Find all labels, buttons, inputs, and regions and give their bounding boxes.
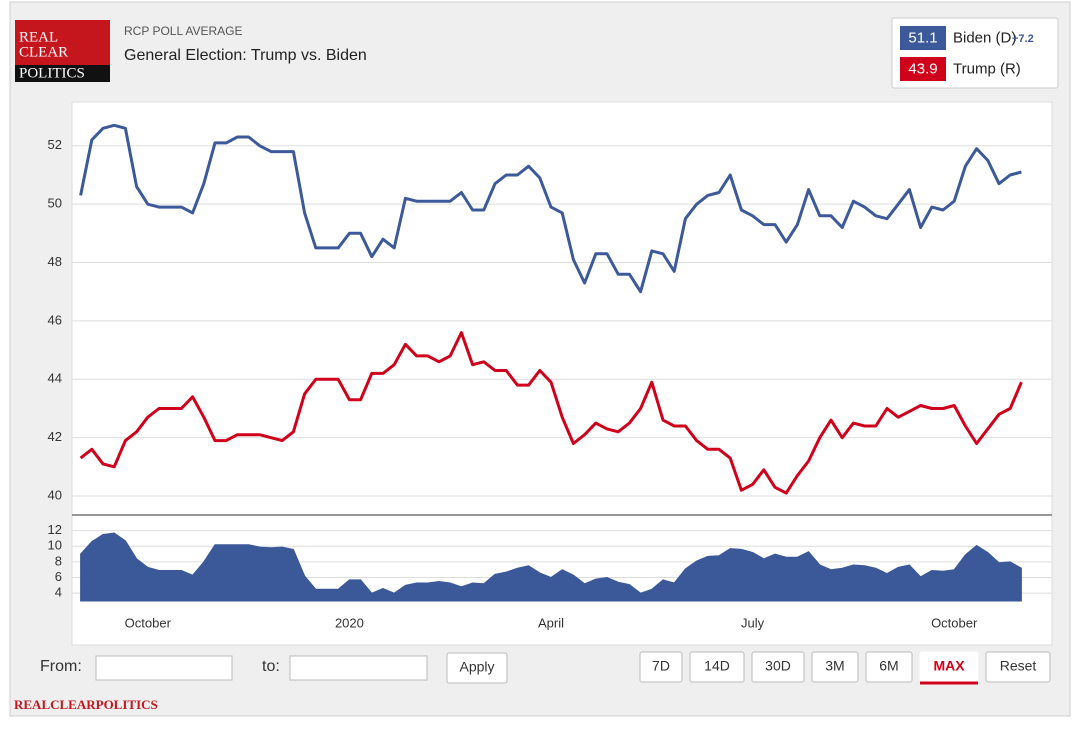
x-tick-label: October bbox=[125, 615, 172, 630]
y2-tick-label: 10 bbox=[48, 538, 62, 553]
series-line bbox=[79, 331, 1023, 495]
y-tick-label: 52 bbox=[48, 137, 62, 152]
range-button[interactable] bbox=[865, 651, 913, 683]
y-tick-label: 50 bbox=[48, 196, 62, 211]
from-label: From: bbox=[40, 658, 82, 675]
y-tick-label: 42 bbox=[48, 429, 62, 444]
range-label: 7D bbox=[652, 658, 670, 674]
legend-label: Biden (D) bbox=[953, 29, 1016, 46]
legend-value: 43.9 bbox=[908, 60, 937, 77]
legend-spread: +7.2 bbox=[1012, 33, 1034, 45]
range-label: 14D bbox=[704, 658, 730, 674]
logo-text: REAL bbox=[19, 29, 58, 45]
series-line bbox=[79, 123, 1022, 294]
logo-text: POLITICS bbox=[19, 65, 85, 81]
range-label: 3M bbox=[825, 658, 844, 674]
y-tick-label: 46 bbox=[48, 312, 62, 327]
supertitle: RCP POLL AVERAGE bbox=[124, 24, 243, 38]
logo-red bbox=[15, 20, 110, 65]
range-button[interactable] bbox=[751, 651, 805, 683]
to-label: to: bbox=[262, 658, 280, 675]
range-label: 6M bbox=[879, 658, 898, 674]
range-label: 30D bbox=[765, 658, 791, 674]
footer: REALCLEARPOLITICS bbox=[14, 697, 158, 712]
x-tick-label: July bbox=[741, 615, 765, 630]
legend-swatch bbox=[900, 57, 946, 81]
range-button[interactable] bbox=[639, 651, 683, 683]
apply-label: Apply bbox=[459, 659, 494, 675]
logo-text: CLEAR bbox=[19, 44, 68, 60]
chart-title: General Election: Trump vs. Biden bbox=[124, 47, 367, 64]
x-tick-label: October bbox=[931, 615, 978, 630]
range-button[interactable] bbox=[689, 651, 745, 683]
apply-button[interactable] bbox=[446, 652, 508, 684]
to-input[interactable] bbox=[289, 655, 428, 681]
range-button[interactable] bbox=[985, 651, 1051, 683]
y2-tick-label: 8 bbox=[55, 553, 62, 568]
spread-area bbox=[80, 532, 1022, 602]
range-label: MAX bbox=[933, 658, 965, 674]
range-label: Reset bbox=[1000, 658, 1037, 674]
y-tick-label: 40 bbox=[48, 487, 62, 502]
legend-label: Trump (R) bbox=[953, 60, 1021, 77]
y-tick-label: 48 bbox=[48, 254, 62, 269]
range-button[interactable] bbox=[811, 651, 859, 683]
y2-tick-label: 4 bbox=[55, 585, 62, 600]
x-tick-label: 2020 bbox=[335, 615, 364, 630]
y-tick-label: 44 bbox=[48, 371, 62, 386]
from-input[interactable] bbox=[95, 655, 233, 681]
y2-tick-label: 6 bbox=[55, 569, 62, 584]
legend-swatch bbox=[900, 26, 946, 50]
logo-black bbox=[15, 65, 110, 82]
legend-value: 51.1 bbox=[908, 29, 937, 46]
y2-tick-label: 12 bbox=[48, 522, 62, 537]
x-tick-label: April bbox=[538, 615, 564, 630]
